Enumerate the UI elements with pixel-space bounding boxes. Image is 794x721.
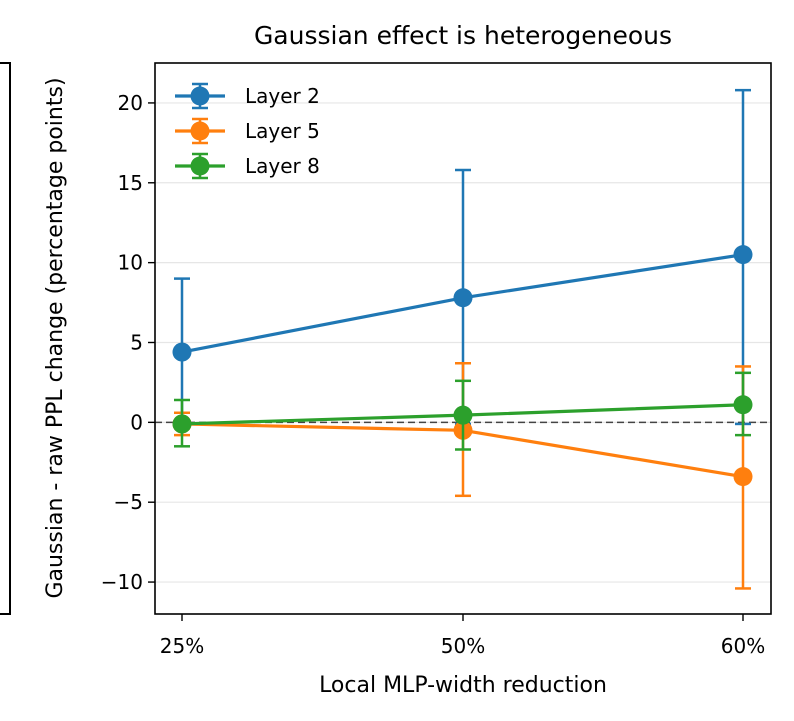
legend-label: Layer 5: [245, 119, 320, 143]
data-point: [733, 467, 753, 487]
x-axis-label: Local MLP-width reduction: [319, 673, 607, 698]
legend: Layer 2 Layer 5 Layer 8: [175, 82, 320, 180]
y-tick-label: 15: [118, 171, 143, 195]
legend-item: Layer 2: [175, 82, 320, 110]
series-layer-8: [172, 371, 753, 451]
data-point: [453, 288, 473, 308]
y-tick-label: −5: [114, 490, 143, 514]
legend-marker: [190, 86, 210, 106]
y-axis-label: Gaussian - raw PPL change (percentage po…: [43, 77, 68, 598]
y-axis: −10 −5 0 5 10 15 20: [101, 91, 155, 594]
data-point: [733, 395, 753, 415]
y-tick-label: 10: [118, 251, 143, 275]
legend-marker: [190, 156, 210, 176]
legend-item: Layer 8: [175, 152, 320, 180]
data-point: [172, 342, 192, 362]
x-axis: 25% 50% 60%: [160, 614, 765, 658]
data-point: [172, 414, 192, 434]
x-tick-label: 60%: [721, 634, 765, 658]
y-tick-label: 5: [130, 330, 143, 354]
legend-item: Layer 5: [175, 117, 320, 145]
y-tick-label: 20: [118, 91, 143, 115]
x-tick-label: 25%: [160, 634, 204, 658]
data-point: [453, 405, 473, 425]
adjacent-panel-edge: [0, 62, 11, 615]
legend-label: Layer 8: [245, 154, 320, 178]
legend-marker: [190, 121, 210, 141]
series-layer: [172, 88, 753, 590]
data-point: [733, 245, 753, 265]
y-tick-label: 0: [130, 410, 143, 434]
y-tick-label: −10: [101, 570, 143, 594]
legend-label: Layer 2: [245, 84, 320, 108]
chart-title: Gaussian effect is heterogeneous: [254, 21, 672, 50]
x-tick-label: 50%: [441, 634, 485, 658]
